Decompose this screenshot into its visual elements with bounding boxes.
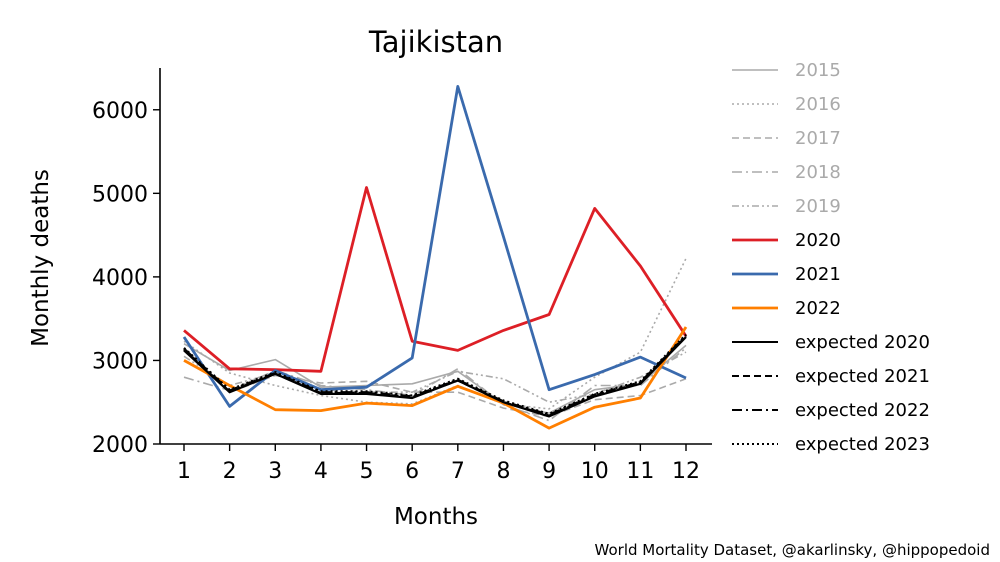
series-line-2020 (183, 186, 688, 373)
x-tick-label: 10 (581, 459, 609, 484)
legend-label-2016: 2016 (795, 94, 841, 115)
legend-label-expected-2020: expected 2020 (795, 332, 930, 353)
y-tick-label: 3000 (92, 349, 148, 374)
legend-label-2018: 2018 (795, 162, 841, 183)
y-tick-label: 6000 (92, 99, 148, 124)
legend-label-2021: 2021 (795, 264, 841, 285)
series-line-2021 (182, 85, 687, 408)
y-tick-label: 4000 (92, 266, 148, 291)
series-line-2015 (183, 343, 687, 414)
plot-area (182, 85, 688, 430)
x-tick-label: 3 (268, 459, 282, 484)
legend-label-expected-2021: expected 2021 (795, 366, 930, 387)
legend: 2015 2016 2017 2018 2019 2020 2021 2022 expected… (732, 60, 930, 455)
x-tick-label: 5 (360, 459, 374, 484)
x-axis-label: Months (394, 504, 478, 530)
legend-label-expected-2022: expected 2022 (795, 400, 930, 421)
x-tick-label: 9 (542, 459, 556, 484)
chart-title: Tajikistan (368, 25, 503, 59)
y-axis-label: Monthly deaths (28, 169, 54, 347)
legend-label-2019: 2019 (795, 196, 841, 217)
legend-label-2017: 2017 (795, 128, 841, 149)
x-tick-label: 4 (314, 459, 328, 484)
x-tick-label: 12 (672, 459, 700, 484)
series-line-2022 (183, 326, 688, 430)
x-tick-label: 1 (177, 459, 191, 484)
x-tick-label: 8 (496, 459, 510, 484)
y-tick-label: 5000 (92, 182, 148, 207)
legend-label-2015: 2015 (795, 60, 841, 81)
legend-label-expected-2023: expected 2023 (795, 434, 930, 455)
source-credit: World Mortality Dataset, @akarlinsky, @h… (595, 541, 990, 559)
series-line-expected-2023 (183, 333, 687, 415)
x-tick-label: 7 (451, 459, 465, 484)
series-line-expected-2022 (183, 334, 687, 416)
series-line-2017 (183, 347, 687, 418)
x-tick-label: 6 (405, 459, 419, 484)
y-tick-label: 2000 (92, 433, 148, 458)
x-tick-label: 11 (626, 459, 654, 484)
x-tick-label: 2 (223, 459, 237, 484)
legend-label-2020: 2020 (795, 230, 841, 251)
legend-label-2022: 2022 (795, 298, 841, 319)
